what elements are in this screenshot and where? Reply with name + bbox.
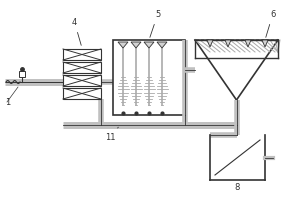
Bar: [19, 71, 25, 77]
Bar: [195, 40, 278, 58]
Polygon shape: [225, 40, 231, 47]
Text: 4: 4: [72, 18, 81, 45]
Text: 8: 8: [234, 183, 239, 192]
Text: 5: 5: [150, 10, 160, 37]
Polygon shape: [262, 40, 268, 47]
Bar: [63, 75, 101, 86]
Text: 11: 11: [105, 127, 118, 142]
Bar: [63, 62, 101, 73]
Bar: [113, 40, 185, 115]
Bar: [63, 49, 101, 60]
Polygon shape: [245, 40, 251, 47]
Bar: [63, 88, 101, 99]
Text: 1: 1: [5, 98, 10, 107]
Polygon shape: [157, 42, 167, 48]
Text: 6: 6: [266, 10, 275, 37]
Polygon shape: [207, 40, 213, 47]
Polygon shape: [144, 42, 154, 48]
Polygon shape: [118, 42, 128, 48]
Polygon shape: [131, 42, 141, 48]
